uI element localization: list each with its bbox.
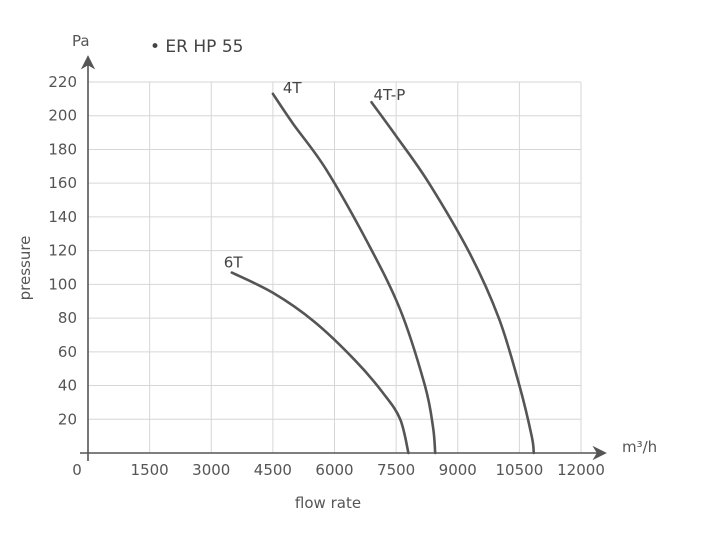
series-label-6t: 6T (224, 254, 244, 272)
x-tick-label: 9000 (439, 461, 477, 479)
y-tick-label: 200 (48, 107, 77, 125)
series-curves (230, 92, 536, 455)
x-axis-title: flow rate (295, 494, 361, 512)
x-tick-label: 4500 (254, 461, 292, 479)
series-curve-4t (271, 92, 437, 455)
series-curve-4t-p (370, 100, 536, 455)
x-unit-label: m³/h (622, 438, 657, 456)
x-tick-label: 7500 (377, 461, 415, 479)
grid (88, 81, 582, 453)
y-tick-label: 160 (48, 174, 77, 192)
x-tick-label: 6000 (315, 461, 353, 479)
y-tick-label: 80 (58, 309, 77, 327)
series-label-4t-p: 4T-P (373, 86, 405, 104)
y-tick-label: 140 (48, 208, 77, 226)
chart-title: • ER HP 55 (150, 37, 243, 57)
y-tick-label: 40 (58, 377, 77, 395)
tick-labels: 0 1500 3000 4500 6000 7500 9000 10500 12000 20 40 6… (48, 73, 605, 479)
x-tick-label: 1500 (131, 461, 169, 479)
x-tick-label: 10500 (496, 461, 544, 479)
series-curve-6t (230, 271, 410, 455)
y-tick-label: 20 (58, 410, 77, 428)
y-tick-label: 100 (48, 275, 77, 293)
y-tick-label: 60 (58, 343, 77, 361)
series-label-4t: 4T (283, 79, 303, 97)
y-axis-title: pressure (16, 236, 34, 301)
y-tick-label: 120 (48, 242, 77, 260)
y-tick-label: 220 (48, 73, 77, 91)
y-unit-label: Pa (72, 32, 90, 50)
x-tick-label: 12000 (557, 461, 605, 479)
x-tick-label: 3000 (192, 461, 230, 479)
x-tick-label: 0 (72, 461, 82, 479)
axes (80, 55, 607, 461)
y-tick-label: 180 (48, 140, 77, 158)
series-labels: 6T 4T 4T-P (224, 79, 405, 272)
